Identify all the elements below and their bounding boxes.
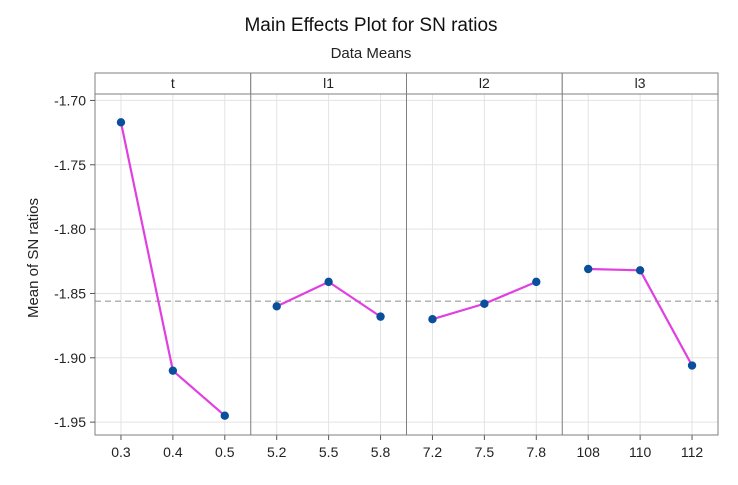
y-tick-label: -1.75 bbox=[54, 157, 86, 173]
data-point bbox=[687, 361, 697, 370]
data-point bbox=[168, 366, 178, 375]
data-point bbox=[376, 312, 385, 321]
y-tick-label: -1.85 bbox=[54, 285, 86, 301]
data-point bbox=[532, 277, 541, 287]
data-point bbox=[324, 277, 333, 287]
panel-label-l2: l2 bbox=[479, 75, 490, 91]
panel-label-l3: l3 bbox=[635, 75, 646, 91]
data-point bbox=[480, 299, 489, 308]
data-point bbox=[428, 314, 437, 324]
x-tick-label: 5.2 bbox=[267, 444, 287, 460]
x-tick-label: 0.3 bbox=[111, 444, 131, 460]
x-tick-label: 108 bbox=[577, 444, 601, 460]
x-tick-label: 0.4 bbox=[163, 444, 183, 460]
x-tick-label: 5.8 bbox=[371, 444, 391, 460]
x-tick-label: 0.5 bbox=[215, 444, 235, 460]
y-tick-label: -1.80 bbox=[54, 221, 86, 237]
y-tick-label: -1.95 bbox=[54, 414, 86, 430]
plot-area: t 0.3 0.4 0.5 l1 5.2 5.5 5.8 l2 7.2 7.5 7.8 l3 108 110… bbox=[54, 72, 719, 460]
data-point bbox=[116, 118, 126, 127]
x-tick-label: 7.2 bbox=[423, 444, 443, 460]
data-point bbox=[272, 302, 281, 311]
data-point bbox=[635, 266, 645, 275]
x-tick-label: 110 bbox=[629, 444, 652, 460]
panel-label-t: t bbox=[171, 75, 175, 91]
y-tick-label: -1.90 bbox=[54, 350, 86, 366]
chart-title: Main Effects Plot for SN ratios bbox=[244, 15, 497, 36]
chart-subtitle: Data Means bbox=[331, 45, 412, 62]
x-tick-label: 112 bbox=[681, 444, 704, 460]
panel-label-l1: l1 bbox=[323, 75, 334, 91]
x-tick-label: 5.5 bbox=[319, 444, 339, 460]
x-tick-label: 7.5 bbox=[475, 444, 495, 460]
data-point bbox=[584, 264, 593, 274]
data-point bbox=[220, 411, 229, 420]
x-tick-label: 7.8 bbox=[527, 444, 547, 460]
y-tick-label: -1.70 bbox=[54, 92, 86, 108]
y-axis-label: Mean of SN ratios bbox=[25, 198, 42, 318]
